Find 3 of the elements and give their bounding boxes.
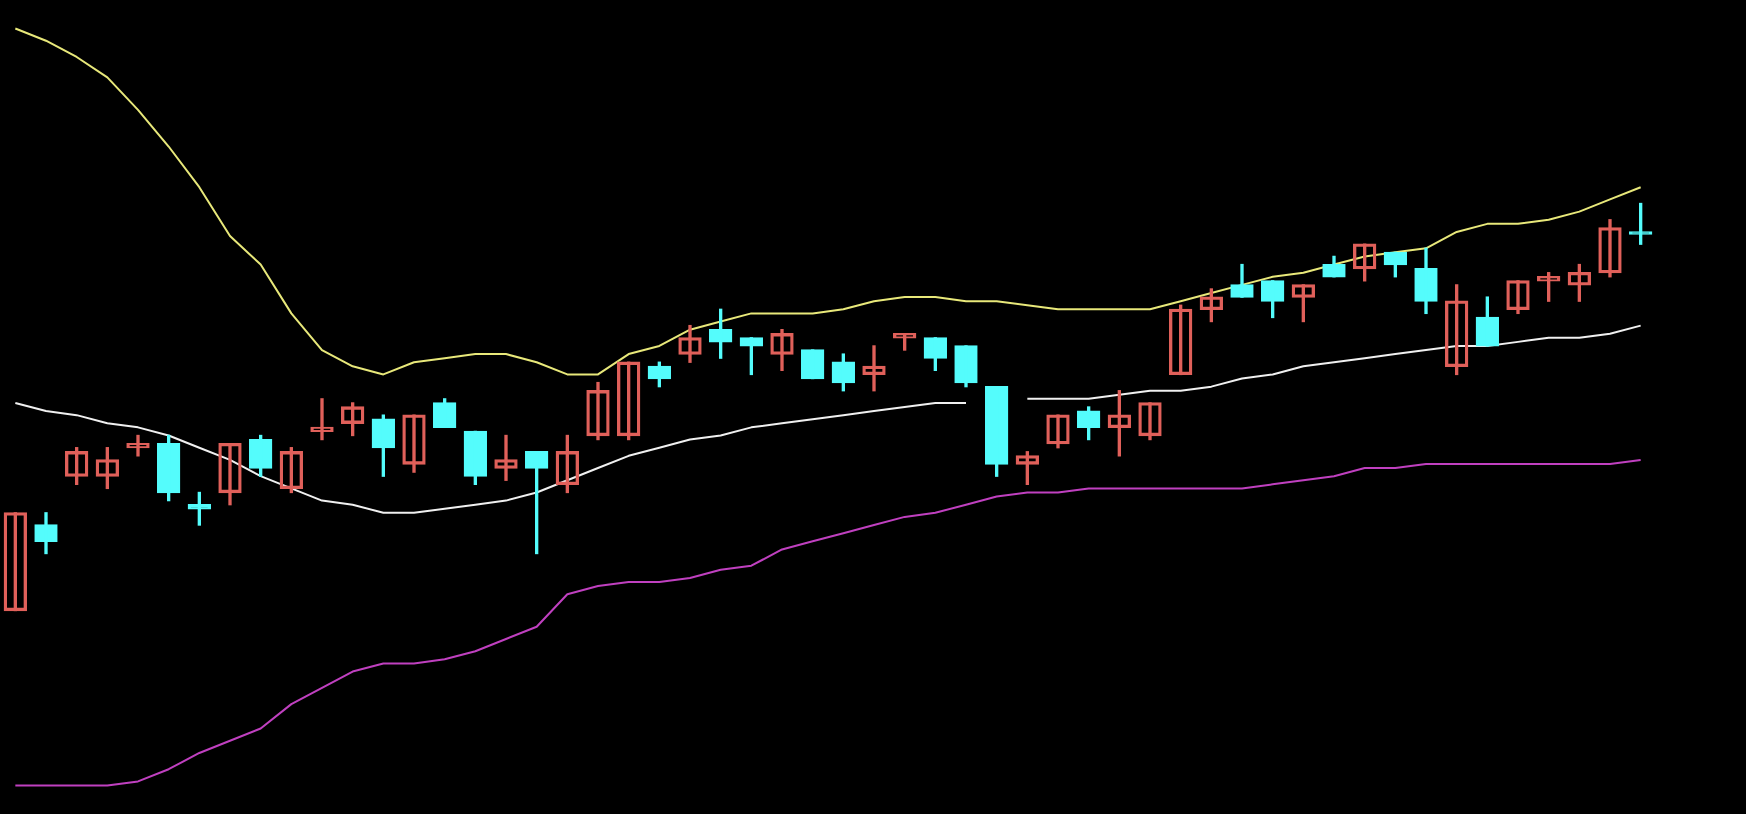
candlestick	[739, 337, 763, 376]
candlestick	[3, 512, 27, 612]
candlestick	[1629, 202, 1653, 245]
